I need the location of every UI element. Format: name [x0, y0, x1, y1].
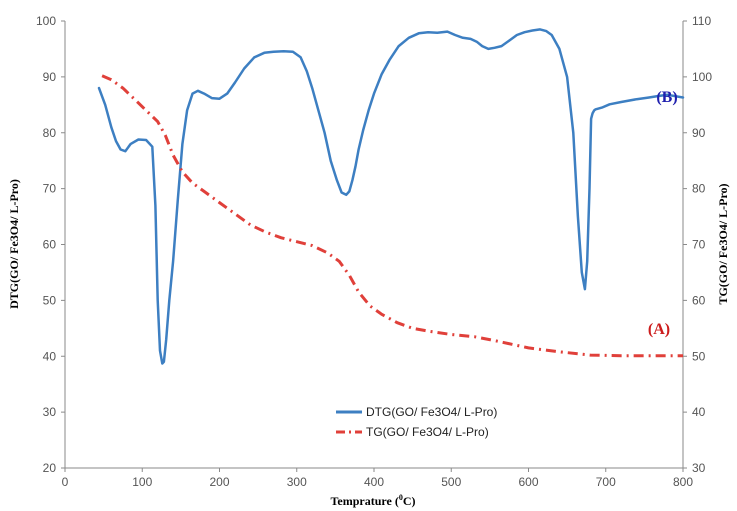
x-tick-label: 0	[62, 475, 69, 489]
legend-label-dtg: DTG(GO/ Fe3O4/ L-Pro)	[366, 405, 497, 419]
y-left-tick-label: 70	[43, 182, 57, 196]
x-tick-label: 100	[132, 475, 152, 489]
y-left-tick-label: 50	[43, 293, 57, 307]
y-right-tick-label: 70	[692, 238, 706, 252]
y-right-tick-label: 90	[692, 126, 706, 140]
y-right-tick-label: 30	[692, 461, 706, 475]
series-a-label: (A)	[648, 321, 670, 338]
y-right-tick-label: 100	[692, 70, 712, 84]
series-b-label: (B)	[656, 89, 677, 106]
y-right-tick-label: 60	[692, 293, 706, 307]
y-left-tick-label: 90	[43, 70, 57, 84]
y-right-axis-title: TG(GO/ Fe3O4/ L-Pro)	[716, 183, 730, 304]
x-tick-label: 700	[596, 475, 616, 489]
x-tick-label: 200	[209, 475, 229, 489]
x-axis-title: Temprature (0C)	[331, 493, 416, 508]
series-line-dtg	[97, 28, 685, 365]
y-left-tick-label: 30	[43, 405, 57, 419]
x-tick-label: 600	[518, 475, 538, 489]
y-left-tick-label: 40	[43, 349, 57, 363]
legend: DTG(GO/ Fe3O4/ L-Pro) TG(GO/ Fe3O4/ L-Pr…	[336, 405, 497, 439]
y-left-tick-label: 20	[43, 461, 57, 475]
x-tick-label: 400	[364, 475, 384, 489]
x-tick-label: 800	[673, 475, 693, 489]
y-left-tick-label: 60	[43, 238, 57, 252]
y-left-axis-title: DTG(GO/ Fe3O4/ L-Pro)	[7, 179, 21, 309]
y-right-tick-label: 110	[692, 14, 711, 28]
y-left-tick-label: 100	[36, 14, 56, 28]
legend-label-tg: TG(GO/ Fe3O4/ L-Pro)	[366, 425, 489, 439]
y-right-tick-label: 50	[692, 349, 706, 363]
y-left-tick-label: 80	[43, 126, 57, 140]
y-right-tick-label: 40	[692, 405, 706, 419]
x-tick-label: 500	[441, 475, 461, 489]
x-tick-label: 300	[287, 475, 307, 489]
series-line-tg	[101, 74, 683, 358]
y-right-tick-label: 80	[692, 182, 706, 196]
